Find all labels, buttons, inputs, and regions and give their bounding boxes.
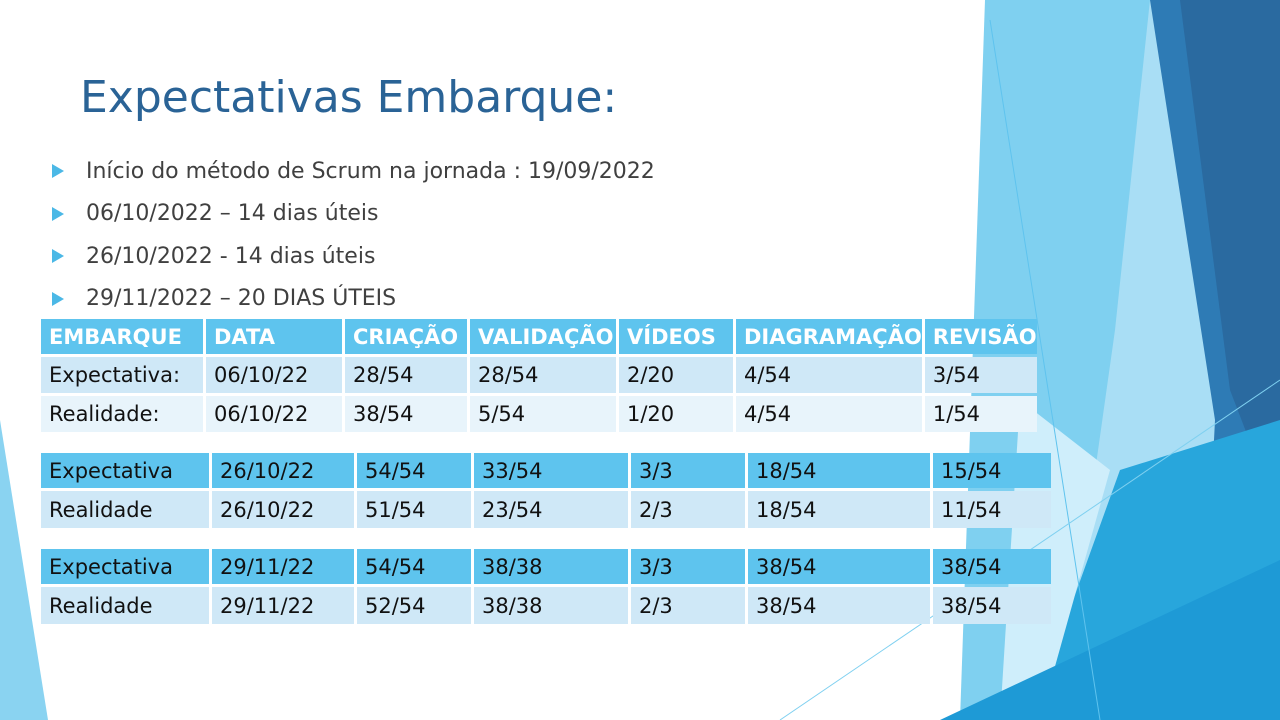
table-cell: Realidade: (41, 396, 203, 432)
table-cell: 38/54 (748, 587, 930, 624)
table-cell: 29/11/22 (212, 549, 354, 584)
bullet-item: Início do método de Scrum na jornada : 1… (52, 150, 655, 193)
table-cell: 11/54 (933, 491, 1051, 528)
header-videos: VÍDEOS (619, 319, 733, 354)
bullet-item: 29/11/2022 – 20 DIAS ÚTEIS (52, 278, 655, 321)
bg-thin-line (989, 19, 1101, 720)
table-cell: 38/54 (933, 549, 1051, 584)
table-cell: 18/54 (748, 491, 930, 528)
bullet-arrow-icon (52, 164, 64, 179)
table-cell: 38/38 (474, 587, 628, 624)
table-cell: Realidade (41, 587, 209, 624)
bullet-text: 06/10/2022 – 14 dias úteis (86, 201, 379, 227)
table-cell: 3/3 (631, 549, 745, 584)
table-cell: 3/3 (631, 453, 745, 488)
bullet-arrow-icon (52, 291, 64, 306)
table-header-row: EMBARQUE DATA CRIAÇÃO VALIDAÇÃO VÍDEOS D… (41, 319, 1037, 354)
bg-facet-dark (1180, 0, 1280, 520)
table-cell: 51/54 (357, 491, 471, 528)
bullet-arrow-icon (52, 206, 64, 221)
table-cell: 1/20 (619, 396, 733, 432)
table-row: Expectativa 29/11/22 54/54 38/38 3/3 38/… (41, 549, 1051, 584)
header-revisao: REVISÃO (924, 319, 1037, 354)
table-cell: 38/54 (748, 549, 930, 584)
bg-left-sliver (0, 420, 48, 720)
table-row: Realidade 29/11/22 52/54 38/38 2/3 38/54… (41, 587, 1051, 624)
table-cell: 1/54 (924, 396, 1037, 432)
table-cell: 52/54 (357, 587, 471, 624)
table-cell: 4/54 (736, 357, 922, 393)
bullet-item: 06/10/2022 – 14 dias úteis (52, 193, 655, 236)
table-row: Realidade: 06/10/22 38/54 5/54 1/20 4/54… (41, 396, 1037, 432)
table-cell: 4/54 (736, 396, 922, 432)
table-cell: 38/54 (933, 587, 1051, 624)
header-criacao: CRIAÇÃO (345, 319, 467, 354)
table-cell: 26/10/22 (212, 453, 354, 488)
bullet-arrow-icon (52, 249, 64, 264)
table-cell: 38/38 (474, 549, 628, 584)
embarque-table-1: EMBARQUE DATA CRIAÇÃO VALIDAÇÃO VÍDEOS D… (38, 316, 1040, 435)
bg-facet-bottom (940, 560, 1280, 720)
bullet-text: Início do método de Scrum na jornada : 1… (86, 158, 655, 184)
table-cell: Expectativa (41, 549, 209, 584)
table-cell: 28/54 (470, 357, 616, 393)
table-cell: 2/3 (631, 587, 745, 624)
embarque-table-3: Expectativa 29/11/22 54/54 38/38 3/3 38/… (38, 546, 1054, 627)
table-cell: 18/54 (748, 453, 930, 488)
table-cell: 38/54 (345, 396, 467, 432)
page-title: Expectativas Embarque: (80, 72, 618, 123)
table-cell: 06/10/22 (206, 396, 342, 432)
table-cell: 26/10/22 (212, 491, 354, 528)
table-cell: 54/54 (357, 549, 471, 584)
table-cell: 06/10/22 (206, 357, 342, 393)
table-cell: Realidade (41, 491, 209, 528)
table-row: Expectativa: 06/10/22 28/54 28/54 2/20 4… (41, 357, 1037, 393)
header-diagramacao: DIAGRAMAÇÃO (736, 319, 922, 354)
table-cell: 5/54 (470, 396, 616, 432)
bullet-list: Início do método de Scrum na jornada : 1… (52, 150, 655, 320)
table-cell: 33/54 (474, 453, 628, 488)
table-cell: Expectativa: (41, 357, 203, 393)
table-cell: 28/54 (345, 357, 467, 393)
table-cell: 29/11/22 (212, 587, 354, 624)
bg-facet-mid (960, 0, 1150, 720)
header-data: DATA (206, 319, 342, 354)
table-cell: 23/54 (474, 491, 628, 528)
bullet-text: 29/11/2022 – 20 DIAS ÚTEIS (86, 286, 397, 312)
table-cell: 2/20 (619, 357, 733, 393)
table-cell: 54/54 (357, 453, 471, 488)
bullet-item: 26/10/2022 - 14 dias úteis (52, 235, 655, 278)
table-cell: 15/54 (933, 453, 1051, 488)
table-cell: Expectativa (41, 453, 209, 488)
header-validacao: VALIDAÇÃO (470, 319, 616, 354)
table-cell: 3/54 (924, 357, 1037, 393)
bullet-text: 26/10/2022 - 14 dias úteis (86, 243, 376, 269)
table-cell: 2/3 (631, 491, 745, 528)
header-embarque: EMBARQUE (41, 319, 203, 354)
table-row: Expectativa 26/10/22 54/54 33/54 3/3 18/… (41, 453, 1051, 488)
table-row: Realidade 26/10/22 51/54 23/54 2/3 18/54… (41, 491, 1051, 528)
embarque-table-2: Expectativa 26/10/22 54/54 33/54 3/3 18/… (38, 450, 1054, 531)
